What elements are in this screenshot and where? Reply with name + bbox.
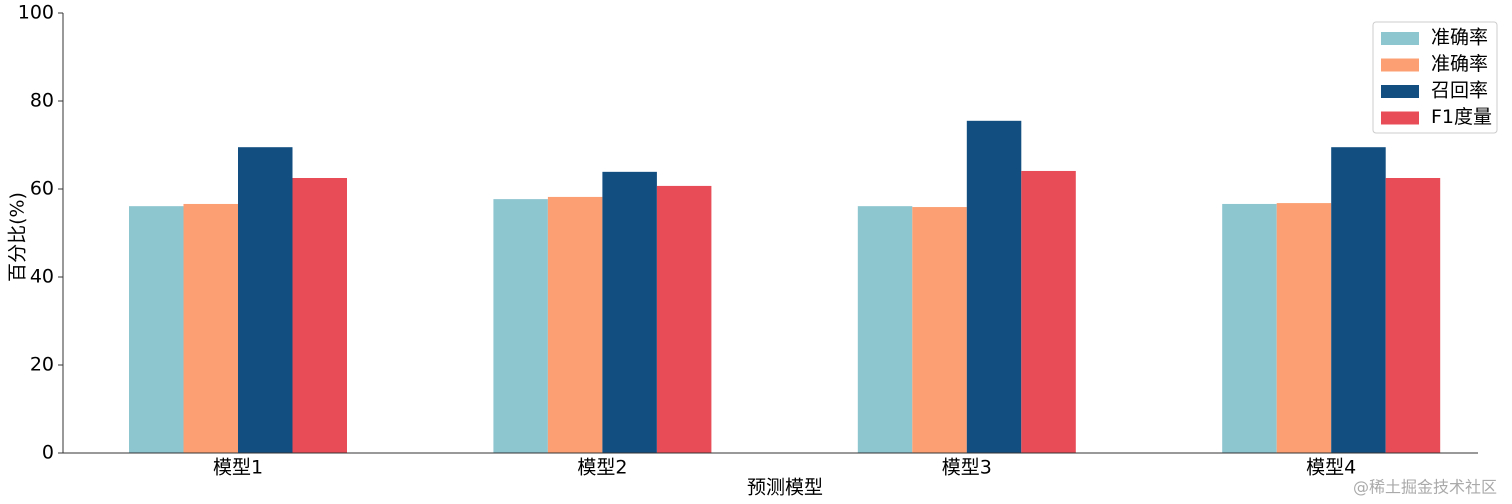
legend-swatch [1381, 58, 1419, 72]
bar [238, 147, 293, 453]
bar [857, 206, 913, 453]
y-tick-label: 40 [30, 266, 54, 288]
bar [1385, 178, 1441, 453]
x-tick-label: 模型3 [942, 457, 992, 479]
y-tick-label: 80 [30, 90, 54, 112]
legend-label: 召回率 [1431, 80, 1488, 102]
x-tick-label: 模型4 [1306, 457, 1356, 479]
y-tick-label: 20 [30, 354, 54, 376]
bar [183, 203, 238, 453]
watermark: @稀土掘金技术社区 [1353, 478, 1497, 497]
legend-swatch [1381, 32, 1419, 45]
legend-swatch [1381, 111, 1419, 125]
y-tick-label: 0 [42, 442, 54, 464]
legend-label: 准确率 [1431, 27, 1488, 49]
bar [1276, 203, 1332, 453]
bar [1222, 203, 1277, 453]
bar [912, 207, 967, 453]
bar [493, 199, 548, 453]
x-tick-label: 模型2 [577, 457, 627, 479]
bar [292, 178, 347, 453]
legend-label: F1度量 [1431, 106, 1492, 128]
bar [129, 206, 184, 453]
legend-box [1372, 21, 1498, 134]
y-axis-label: 百分比(%) [7, 192, 29, 282]
x-axis-label: 预测模型 [747, 477, 823, 499]
bar [966, 120, 1022, 454]
y-tick-label: 60 [30, 178, 54, 200]
x-tick-label: 模型1 [213, 457, 263, 479]
bar [1331, 147, 1386, 453]
y-tick-label: 100 [18, 2, 54, 24]
legend-swatch [1381, 85, 1419, 98]
bar [547, 196, 603, 454]
legend-label: 准确率 [1431, 53, 1488, 75]
bar [602, 171, 657, 453]
bar [656, 185, 712, 454]
bar [1021, 170, 1076, 453]
